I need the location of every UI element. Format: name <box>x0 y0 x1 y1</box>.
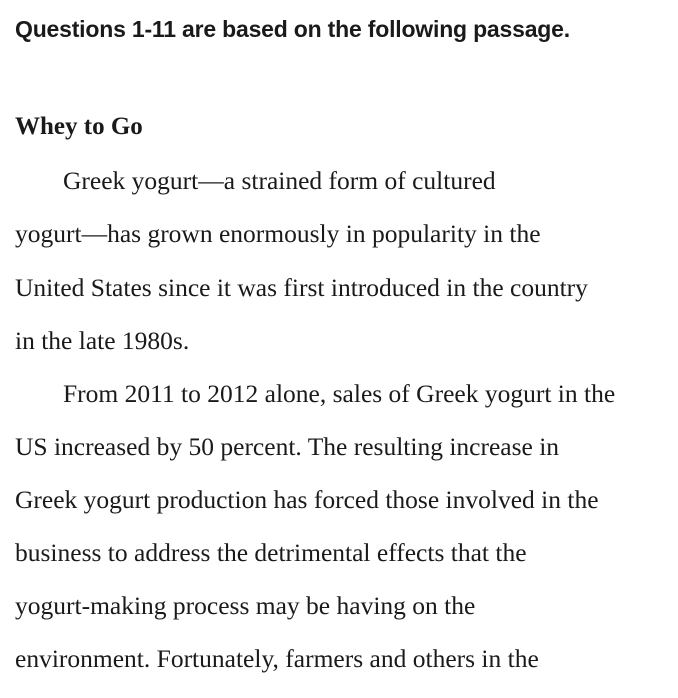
passage-line: Greek yogurt production has forced those… <box>15 485 599 514</box>
passage-title: Whey to Go <box>15 113 143 140</box>
passage-line: US increased by 50 percent. The resultin… <box>15 432 560 461</box>
passage-line: From 2011 to 2012 alone, sales of Greek … <box>63 379 616 408</box>
passage-line: in the late 1980s. <box>15 326 190 355</box>
passage-line: United States since it was first introdu… <box>15 273 588 302</box>
passage-line: yogurt—has grown enormously in popularit… <box>15 219 541 248</box>
passage-line: environment. Fortunately, farmers and ot… <box>15 644 539 673</box>
passage-line: business to address the detrimental effe… <box>15 538 527 567</box>
passage-line: Greek yogurt—a strained form of cultured <box>63 166 496 195</box>
passage-line: yogurt-making process may be having on t… <box>15 591 476 620</box>
instructions-heading: Questions 1-11 are based on the followin… <box>15 16 570 42</box>
